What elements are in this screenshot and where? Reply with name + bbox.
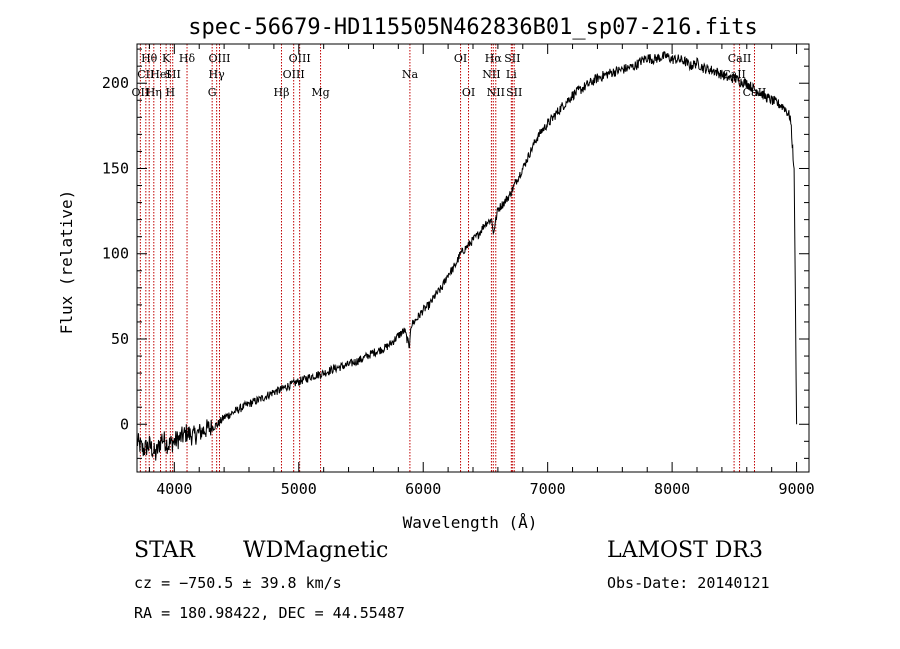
spectral-line-label: Hγ [209,68,226,81]
x-tick-label: 5000 [281,480,317,498]
spectral-line-label: OIII [289,52,311,65]
spectral-line-label: Mg [311,86,329,99]
spectral-line-label: NII [487,86,505,99]
spectral-line-markers [139,44,755,472]
spectral-line-label: OI [454,52,467,65]
spectral-line-label: OIII [208,52,230,65]
flux-series-line [136,51,798,461]
redshift-text: cz = −750.5 ± 39.8 km/s [134,574,342,592]
spectral-line-label: CII [137,68,154,81]
chart-title: spec-56679-HD115505N462836B01_sp07-216.f… [188,15,758,40]
x-axis-label: Wavelength (Å) [403,513,538,532]
spectral-line-label: SII [165,68,181,81]
axis-ticks: 4000 5000 6000 7000 8000 9000 0 50 100 150 200 [102,44,815,498]
spectral-line-label: Hη [146,86,162,99]
spectral-line-label: OI [462,86,475,99]
spectral-line-label: OIII [283,68,305,81]
x-tick-label: 9000 [778,480,814,498]
spectral-line-label: K [162,52,171,65]
spectral-line-label: Hδ [179,52,196,65]
spectral-line-label: Hα [485,52,503,65]
plot-frame [136,43,810,473]
y-tick-label: 0 [120,415,129,433]
spectral-line-label: Hβ [274,86,290,99]
y-tick-label: 200 [102,74,129,92]
spectral-line-label: Li [506,68,517,81]
spectral-line-label: G [208,86,217,99]
coordinates-text: RA = 180.98422, DEC = 44.55487 [134,604,405,622]
x-tick-label: 8000 [654,480,690,498]
x-tick-label: 6000 [405,480,441,498]
y-tick-label: 100 [102,245,129,263]
x-tick-label: 7000 [530,480,566,498]
spectral-line-label: SII [504,52,520,65]
spectral-line-label: CaII [728,52,752,65]
y-tick-label: 50 [111,330,129,348]
survey-name: LAMOST DR3 [607,538,763,563]
spectral-line-label: NII [482,68,500,81]
y-tick-label: 150 [102,159,129,177]
spectral-line-label: OII [132,86,150,99]
spectral-line-label: SII [506,86,522,99]
x-tick-label: 4000 [156,480,192,498]
obs-date-text: Obs-Date: 20140121 [607,574,770,592]
spectral-line-label: H [166,86,176,99]
y-axis-label: Flux (relative) [57,190,76,335]
object-subclass: WDMagnetic [243,538,389,563]
spectral-line-label: Na [402,68,419,81]
object-class: STAR [134,538,195,563]
spectral-line-label: Hθ [141,52,158,65]
spectral-line-label: HeI [150,68,170,81]
